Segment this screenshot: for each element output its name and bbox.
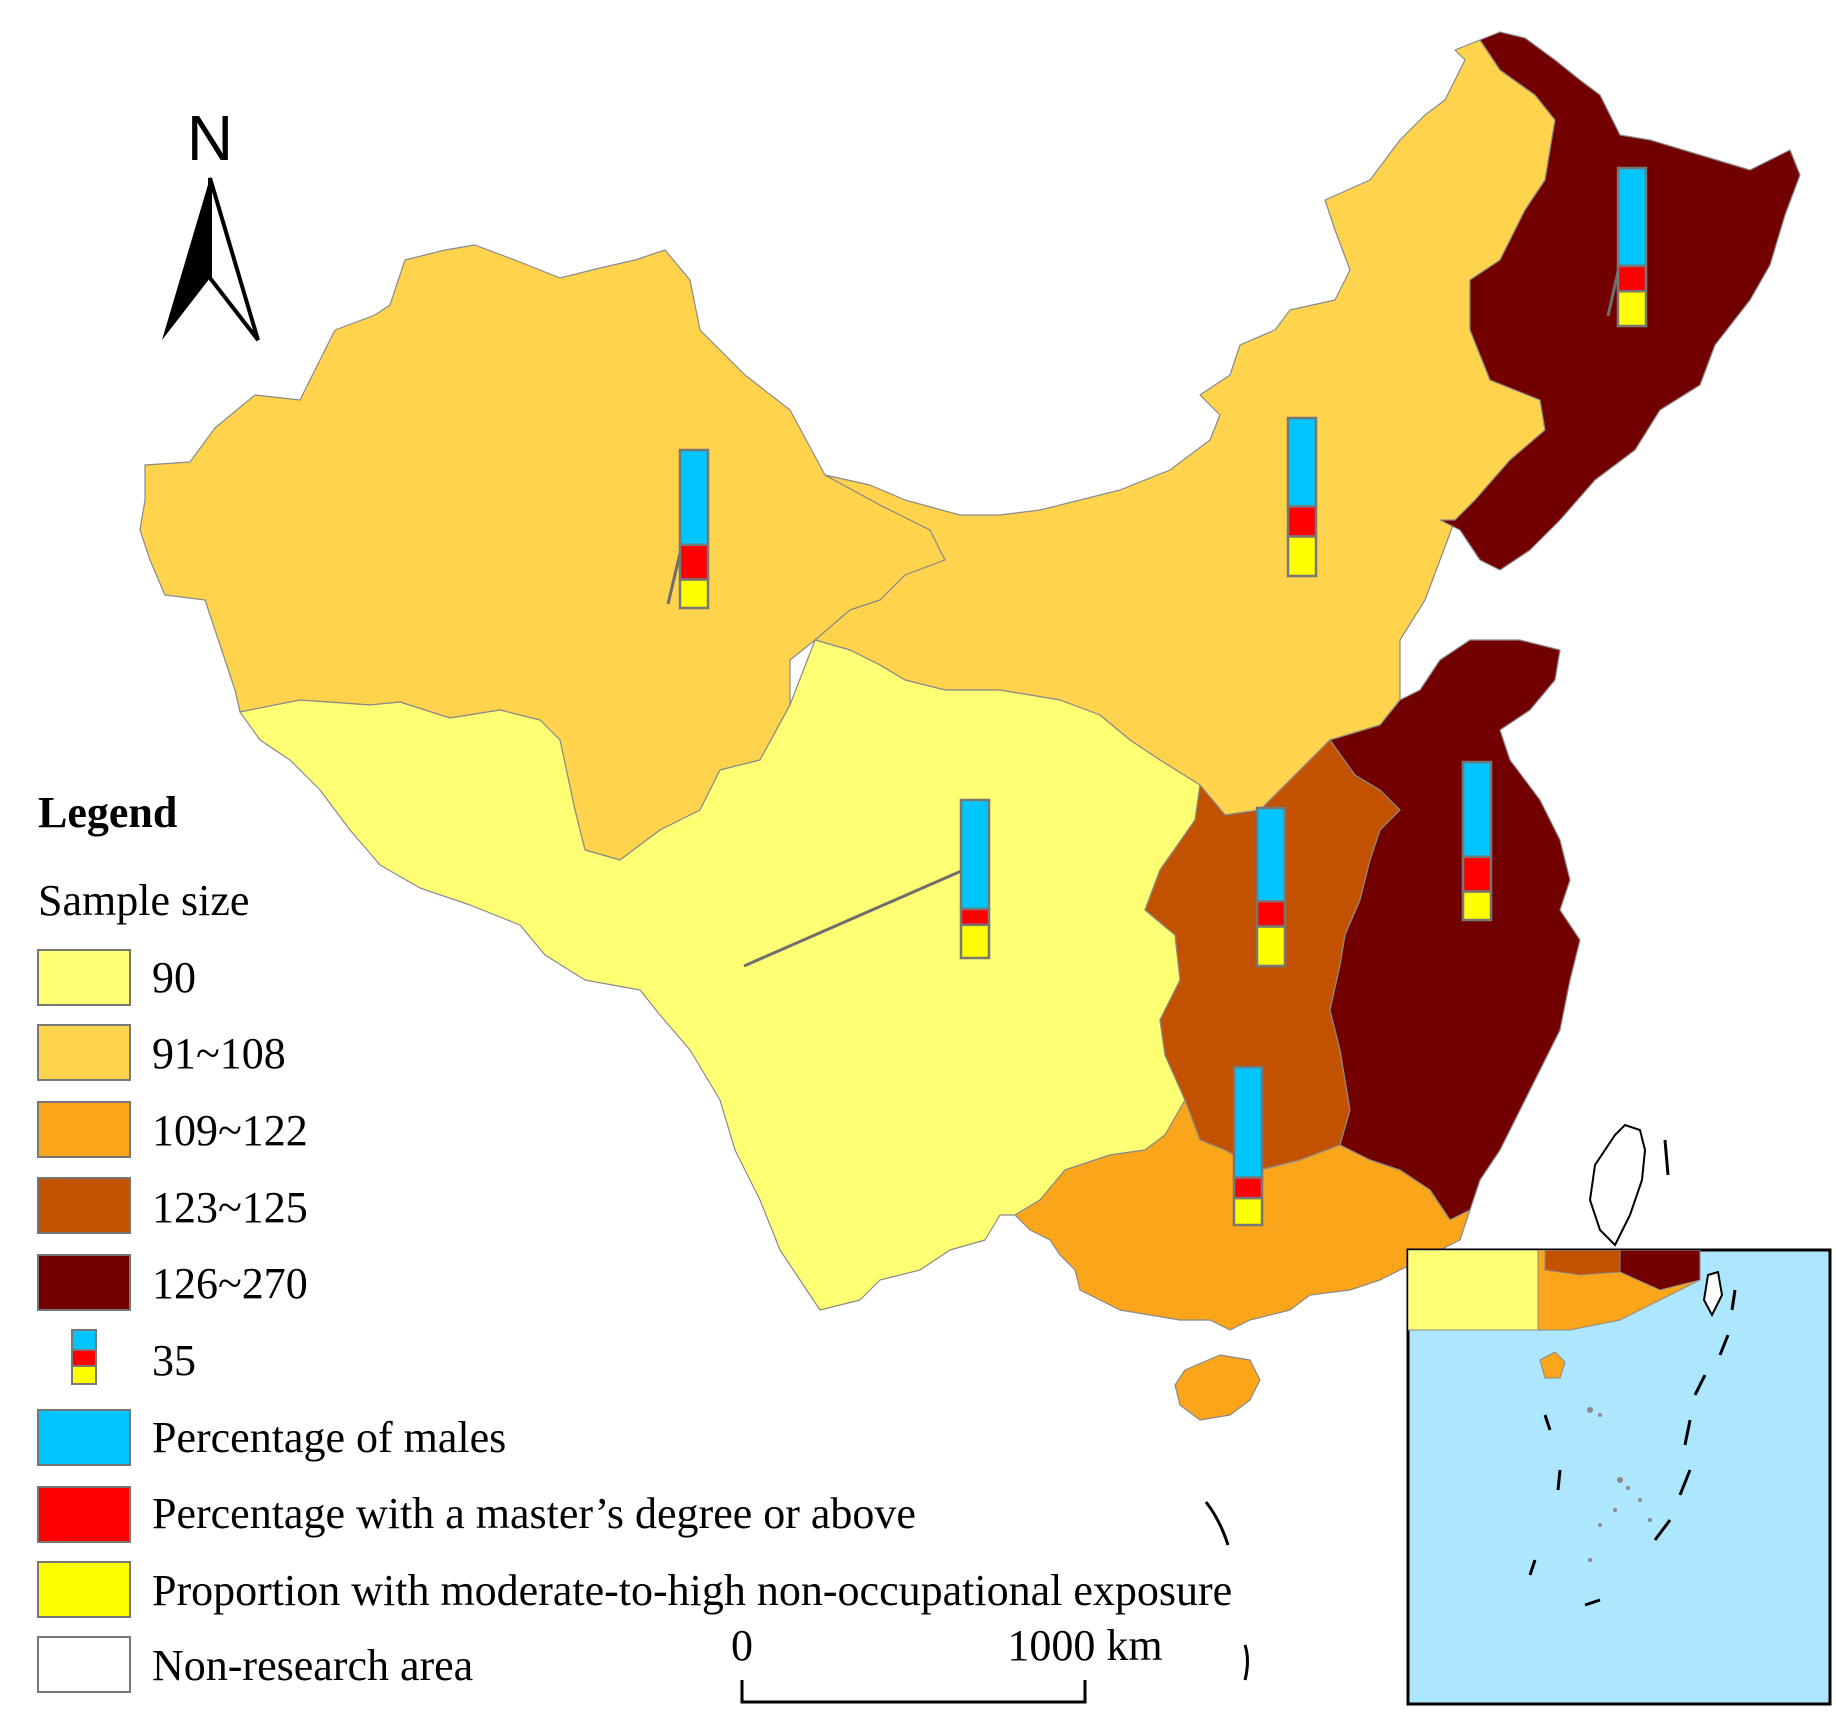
inset-map bbox=[1406, 1248, 1832, 1706]
legend-label-class-1: 91~108 bbox=[152, 1029, 286, 1078]
legend-swatch-class-3 bbox=[37, 1177, 131, 1234]
bar-northeast-exposure bbox=[1616, 289, 1648, 328]
bar-central-males bbox=[1255, 806, 1287, 903]
legend-label-class-3: 123~125 bbox=[152, 1183, 308, 1232]
bar-central-masters bbox=[1255, 899, 1287, 928]
legend: Legend Sample size 90 91~108 109~122 123… bbox=[37, 788, 1232, 1693]
bar-layer bbox=[666, 166, 1648, 1227]
legend-swatch-bar-1 bbox=[37, 1486, 131, 1543]
bar-central-exposure bbox=[1255, 925, 1287, 968]
north-arrow: N bbox=[162, 102, 260, 342]
scale-bar-line bbox=[740, 1680, 1087, 1704]
bar-northwest bbox=[666, 448, 710, 610]
bar-east-exposure bbox=[1461, 890, 1493, 922]
legend-bar-symbol bbox=[71, 1329, 97, 1385]
legend-swatch-bar-2 bbox=[37, 1561, 131, 1618]
region-south-hainan bbox=[1174, 1354, 1261, 1421]
north-arrow-icon bbox=[162, 178, 210, 340]
legend-label-bar-0: Percentage of males bbox=[152, 1413, 506, 1462]
legend-swatch-class-4 bbox=[37, 1254, 131, 1311]
bar-southwest-males bbox=[959, 798, 991, 911]
legend-swatch-class-1 bbox=[37, 1024, 131, 1081]
legend-bar-size-label: 35 bbox=[152, 1336, 196, 1385]
bar-northwest-exposure bbox=[678, 578, 710, 610]
legend-title: Legend bbox=[38, 788, 177, 837]
boundary-marks bbox=[1204, 1139, 1670, 1681]
bar-southwest-leader-line bbox=[743, 869, 962, 968]
bar-southwest-exposure bbox=[959, 923, 991, 960]
legend-label-class-0: 90 bbox=[152, 953, 196, 1002]
scale-end-label: 1000 km bbox=[1007, 1621, 1162, 1670]
bar-east-masters bbox=[1461, 855, 1493, 893]
bar-south bbox=[1232, 1065, 1264, 1227]
bar-southwest bbox=[743, 798, 991, 968]
bar-east-males bbox=[1461, 760, 1493, 859]
legend-label-non-research: Non-research area bbox=[152, 1641, 473, 1690]
bar-northeast-masters bbox=[1616, 264, 1648, 293]
legend-subtitle: Sample size bbox=[38, 876, 249, 925]
bar-northwest-males bbox=[678, 448, 710, 547]
region-east[interactable] bbox=[1329, 639, 1581, 1221]
bar-northeast-males bbox=[1616, 166, 1648, 268]
region-layer bbox=[139, 31, 1801, 1421]
bar-northwest-masters bbox=[678, 543, 710, 581]
region-taiwan bbox=[1588, 1123, 1647, 1247]
north-label: N bbox=[187, 102, 233, 174]
legend-swatch-non-research bbox=[37, 1636, 131, 1693]
bar-south-masters bbox=[1232, 1176, 1264, 1200]
bar-north bbox=[1286, 416, 1318, 578]
legend-label-bar-2: Proportion with moderate-to-high non-occ… bbox=[152, 1566, 1232, 1615]
bar-south-males bbox=[1232, 1065, 1264, 1179]
bar-central bbox=[1255, 806, 1287, 968]
legend-swatch-bar-0 bbox=[37, 1409, 131, 1466]
legend-swatch-class-0 bbox=[37, 949, 131, 1006]
bar-northeast bbox=[1606, 166, 1648, 328]
legend-label-class-4: 126~270 bbox=[152, 1259, 308, 1308]
bar-south-exposure bbox=[1232, 1196, 1264, 1227]
bar-north-masters bbox=[1286, 505, 1318, 538]
legend-swatch-class-2 bbox=[37, 1101, 131, 1158]
scale-bar: 0 1000 km bbox=[731, 1621, 1163, 1704]
bar-north-males bbox=[1286, 416, 1318, 508]
scale-start-label: 0 bbox=[731, 1621, 753, 1670]
legend-label-bar-1: Percentage with a master’s degree or abo… bbox=[152, 1489, 916, 1538]
bar-north-exposure bbox=[1286, 535, 1318, 578]
bar-southwest-masters bbox=[959, 907, 991, 927]
legend-label-class-2: 109~122 bbox=[152, 1106, 308, 1155]
bar-east bbox=[1461, 760, 1493, 922]
